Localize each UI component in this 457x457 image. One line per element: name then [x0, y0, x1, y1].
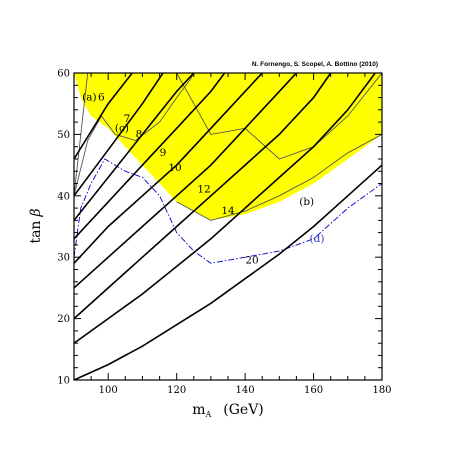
- contour-label-9: 9: [160, 147, 167, 159]
- contour-10: [74, 73, 263, 264]
- y-axis-label: tan β: [28, 208, 44, 243]
- contour-label-20: 20: [245, 254, 258, 266]
- contour-label-6: 6: [98, 92, 105, 104]
- contour-20: [74, 164, 382, 380]
- chart-credit: N. Fornengo, S. Scopel, A. Bottino (2010…: [252, 61, 378, 68]
- curve-d-dashdot: [74, 158, 382, 264]
- x-axis-label-main: m: [192, 402, 205, 418]
- x-axis-label-unit: (GeV): [223, 402, 264, 418]
- contour-label-7: 7: [124, 113, 131, 125]
- contour-8: [74, 73, 195, 221]
- y-tick-label: 50: [57, 130, 70, 141]
- region-boundary-3: [176, 134, 382, 221]
- contour-9: [74, 73, 226, 240]
- contour-6: [74, 73, 133, 160]
- x-tick-label: 160: [304, 385, 323, 396]
- contour-7: [74, 73, 164, 197]
- contour-12: [74, 73, 297, 289]
- region-label-b: (b): [299, 196, 314, 208]
- region-boundary-2: [176, 73, 382, 160]
- chart-labels: 6 78 910 12 14 20 (a) (c) (b) (d): [82, 92, 324, 267]
- region-boundary-1: [74, 73, 195, 196]
- contour-label-8: 8: [136, 129, 143, 141]
- plot-area: [74, 73, 382, 380]
- region-label-d: (d): [310, 233, 325, 245]
- axes: 100 120 140 160 180 10 20 30 40 50 60: [57, 69, 391, 397]
- contour-unlabeled-8: [74, 73, 376, 344]
- y-tick-label: 60: [57, 69, 70, 80]
- contour-14: [74, 73, 332, 320]
- region-label-a: (a): [82, 92, 96, 104]
- y-tick-label: 30: [57, 253, 70, 264]
- y-axis-label-main: tan: [28, 221, 44, 244]
- y-tick-label: 20: [57, 314, 70, 325]
- x-tick-label: 120: [167, 385, 186, 396]
- x-tick-label: 140: [236, 385, 255, 396]
- y-axis-label-symbol: β: [28, 208, 44, 217]
- x-tick-label: 180: [372, 385, 391, 396]
- contour-label-10: 10: [168, 162, 181, 174]
- region-label-c: (c): [115, 122, 129, 134]
- contour-label-14: 14: [221, 205, 235, 217]
- contour-label-12: 12: [197, 184, 210, 196]
- x-axis-label-sub: A: [204, 410, 211, 419]
- y-tick-label: 10: [57, 376, 70, 387]
- x-axis-label: mA (GeV): [192, 402, 264, 419]
- x-tick-label: 100: [99, 385, 118, 396]
- y-tick-label: 40: [57, 191, 70, 202]
